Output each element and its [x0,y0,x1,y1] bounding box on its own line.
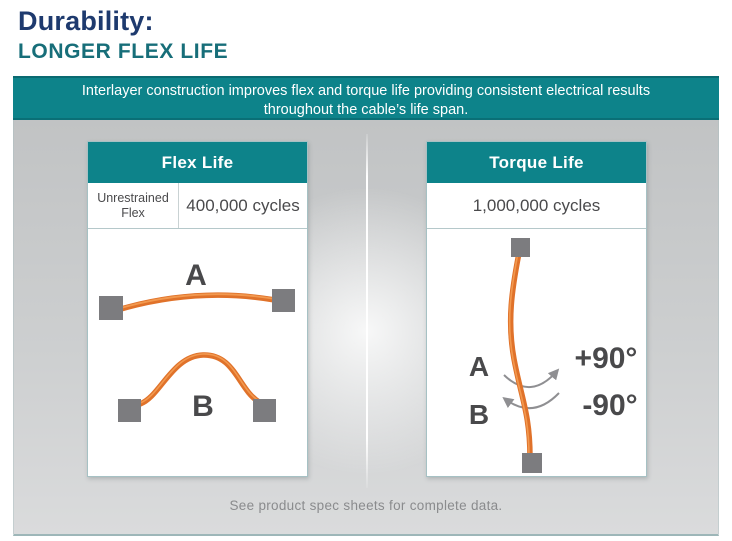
torque-spec-row: 1,000,000 cycles [427,183,646,229]
page-subtitle: LONGER FLEX LIFE [18,40,229,63]
panel-divider [366,134,368,488]
torque-life-diagram: A B +90° -90° [469,238,638,473]
minus-90-label: -90° [582,389,637,422]
cable-torque [507,250,533,460]
flex-life-title: Flex Life [88,142,307,183]
torque-life-panel: Torque Life 1,000,000 cycles [426,141,647,477]
rotation-arrow-cw [503,368,560,389]
flex-curve-b-label: B [192,390,214,423]
flex-life-panel: Flex Life Unrestrained Flex 400,000 cycl… [87,141,308,477]
page-title: Durability: [18,6,154,36]
flex-spec-row: Unrestrained Flex 400,000 cycles [88,183,307,229]
intro-banner: Interlayer construction improves flex an… [13,76,719,120]
intro-banner-line2: throughout the cable’s life span. [263,102,469,119]
connector-square-b-left [118,399,141,422]
connector-square-top [511,238,530,257]
footer-note: See product spec sheets for complete dat… [229,498,503,513]
flex-life-diagram: A B [99,259,295,423]
plus-90-label: +90° [575,342,638,375]
connector-square-a-right [272,289,295,312]
cable-torque-highlight [508,252,530,458]
intro-banner-line1: Interlayer construction improves flex an… [81,83,651,99]
connector-square-b-right [253,399,276,422]
cable-a [118,292,278,312]
flex-row-label: Unrestrained Flex [88,183,179,228]
content-area: Flex Life Unrestrained Flex 400,000 cycl… [13,120,719,536]
torque-life-title: Torque Life [427,142,646,183]
cable-a-highlight [120,293,276,309]
connector-square-a-left [99,296,123,320]
connector-square-bottom [522,453,542,473]
flex-row-value: 400,000 cycles [186,195,300,215]
torque-curve-b-label: B [469,399,489,430]
rotation-arrow-ccw [502,392,560,410]
flex-curve-a-label: A [185,259,207,292]
torque-curve-a-label: A [469,351,489,382]
cable-b-highlight [139,353,260,404]
torque-row-value: 1,000,000 cycles [472,195,601,215]
